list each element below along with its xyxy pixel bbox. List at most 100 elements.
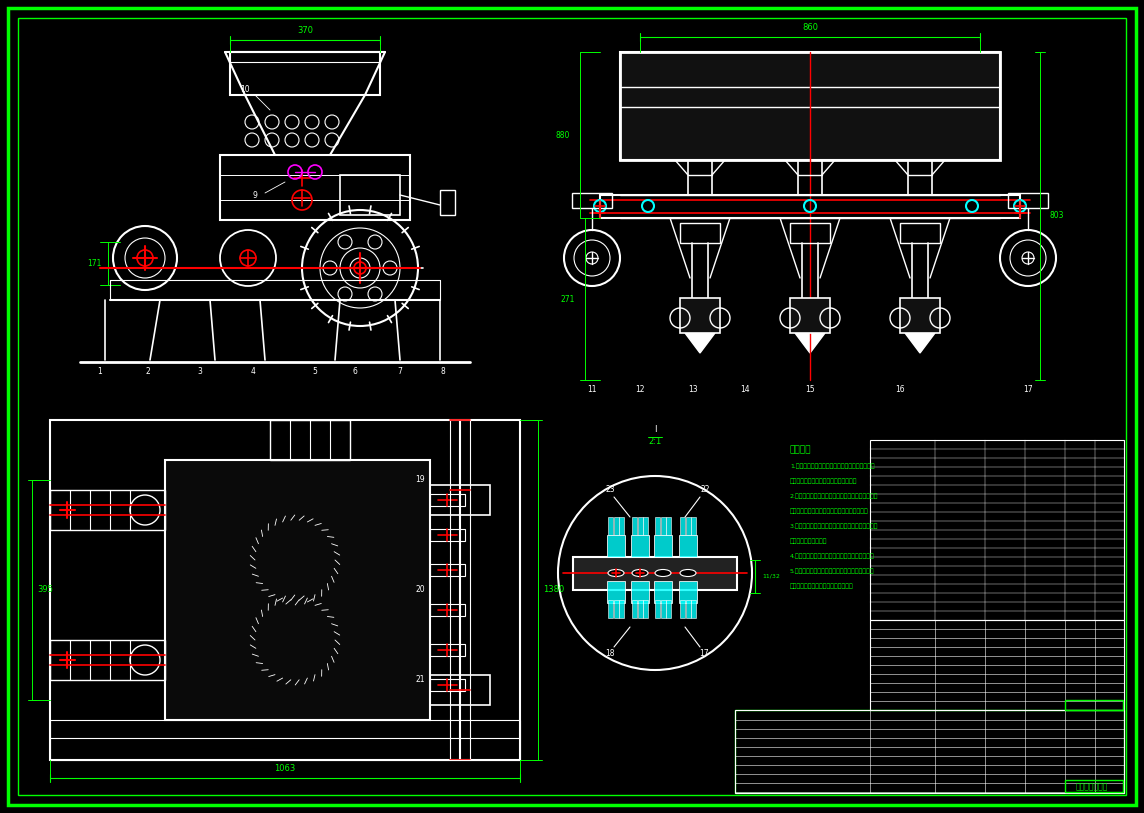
Bar — [430, 679, 464, 691]
Bar — [643, 600, 648, 618]
Bar — [607, 581, 625, 603]
Ellipse shape — [631, 569, 648, 576]
Text: 个人拤扈，发生事故弁责任自己承担。: 个人拤扈，发生事故弁责任自己承担。 — [791, 583, 853, 589]
Bar — [430, 494, 464, 506]
Bar — [50, 720, 521, 760]
Text: 3: 3 — [198, 367, 202, 376]
Bar — [607, 535, 625, 557]
Bar — [734, 710, 1125, 793]
Polygon shape — [685, 333, 715, 353]
Bar — [631, 600, 637, 618]
Text: 1380: 1380 — [543, 585, 564, 594]
Text: 17: 17 — [699, 649, 709, 658]
Bar — [654, 535, 672, 557]
Text: 1: 1 — [97, 367, 102, 376]
Text: 1.购入机器的安装部件（包括外购件、外形件），: 1.购入机器的安装部件（包括外购件、外形件）， — [791, 463, 875, 469]
Ellipse shape — [680, 569, 696, 576]
Bar — [50, 640, 165, 680]
Bar — [638, 600, 643, 618]
Bar — [734, 710, 1125, 793]
Text: 技术要求: 技术要求 — [791, 446, 811, 454]
Text: 15: 15 — [805, 385, 815, 394]
Text: 11: 11 — [587, 385, 597, 394]
Text: 860: 860 — [802, 23, 818, 32]
Bar — [50, 420, 521, 760]
Bar — [869, 440, 1125, 620]
Text: 11/32: 11/32 — [762, 573, 780, 579]
Bar — [599, 195, 1020, 218]
Bar — [619, 600, 623, 618]
Bar — [573, 557, 737, 590]
Bar — [614, 517, 619, 535]
Bar — [656, 517, 660, 535]
Bar — [654, 581, 672, 603]
Text: 271: 271 — [561, 294, 575, 303]
Text: 395: 395 — [37, 585, 53, 594]
Bar — [686, 517, 691, 535]
Bar — [430, 485, 490, 515]
Text: 18: 18 — [605, 649, 614, 658]
Text: 7: 7 — [398, 367, 403, 376]
Text: 3.安装调试过程，精心调试各尺寸尺寸，合格则安装: 3.安装调试过程，精心调试各尺寸尺寸，合格则安装 — [791, 524, 879, 528]
Text: 6: 6 — [352, 367, 357, 376]
Text: 880: 880 — [556, 131, 570, 140]
Bar — [643, 517, 648, 535]
Ellipse shape — [656, 569, 672, 576]
Bar — [661, 517, 666, 535]
Bar — [661, 600, 666, 618]
Text: 19: 19 — [415, 476, 424, 485]
Bar — [900, 223, 940, 243]
Bar — [50, 490, 165, 530]
Bar — [631, 581, 649, 603]
Bar — [666, 517, 672, 535]
Text: 碰伤、飞边、凹陽、符合、纹跟、各色和干涉。: 碰伤、飞边、凹陽、符合、纹跟、各色和干涉。 — [791, 508, 868, 514]
Text: 2:1: 2:1 — [649, 437, 661, 446]
Bar — [607, 517, 613, 535]
Bar — [680, 581, 697, 603]
Text: 4: 4 — [251, 367, 255, 376]
Bar — [638, 517, 643, 535]
Bar — [680, 600, 685, 618]
Bar — [340, 175, 400, 215]
Bar — [572, 193, 612, 208]
Bar — [220, 155, 410, 220]
Bar — [686, 600, 691, 618]
Ellipse shape — [607, 569, 623, 576]
Text: 均应吸收制造厂家的安装方法进行安装。: 均应吸收制造厂家的安装方法进行安装。 — [791, 478, 858, 484]
Bar — [691, 600, 696, 618]
Bar — [607, 600, 613, 618]
Bar — [656, 600, 660, 618]
Text: 171: 171 — [88, 259, 102, 267]
Bar — [666, 600, 672, 618]
Text: 2.安装前应对合配合面的清洁和涂油等工作，不得有: 2.安装前应对合配合面的清洁和涂油等工作，不得有 — [791, 493, 879, 499]
Bar — [680, 298, 720, 333]
Text: 12: 12 — [635, 385, 645, 394]
Bar — [1008, 193, 1048, 208]
Polygon shape — [795, 333, 825, 353]
Bar — [791, 298, 831, 333]
Bar — [430, 564, 464, 576]
Bar — [620, 52, 1000, 160]
Bar — [440, 190, 455, 215]
Text: 20: 20 — [415, 585, 424, 594]
Text: 果园开沟施肥朼: 果园开沟施肥朼 — [1075, 782, 1109, 792]
Text: 17: 17 — [1023, 385, 1033, 394]
Text: 22: 22 — [700, 485, 709, 494]
Text: 5: 5 — [312, 367, 317, 376]
Text: 2: 2 — [145, 367, 150, 376]
Bar — [1065, 780, 1123, 792]
Bar — [631, 535, 649, 557]
Bar — [430, 529, 464, 541]
Text: 10: 10 — [240, 85, 249, 94]
Bar — [614, 600, 619, 618]
Text: 4.安装完当尺寸不允许有松动，差、调整和检验。: 4.安装完当尺寸不允许有松动，差、调整和检验。 — [791, 553, 875, 559]
Text: 21: 21 — [415, 676, 424, 685]
Text: 8: 8 — [440, 367, 445, 376]
Text: 803: 803 — [1050, 211, 1065, 220]
Bar — [620, 52, 1000, 160]
Bar — [230, 52, 380, 95]
Bar — [430, 644, 464, 656]
Text: I: I — [653, 425, 657, 434]
Bar — [869, 620, 1125, 710]
Text: 9: 9 — [253, 190, 257, 199]
